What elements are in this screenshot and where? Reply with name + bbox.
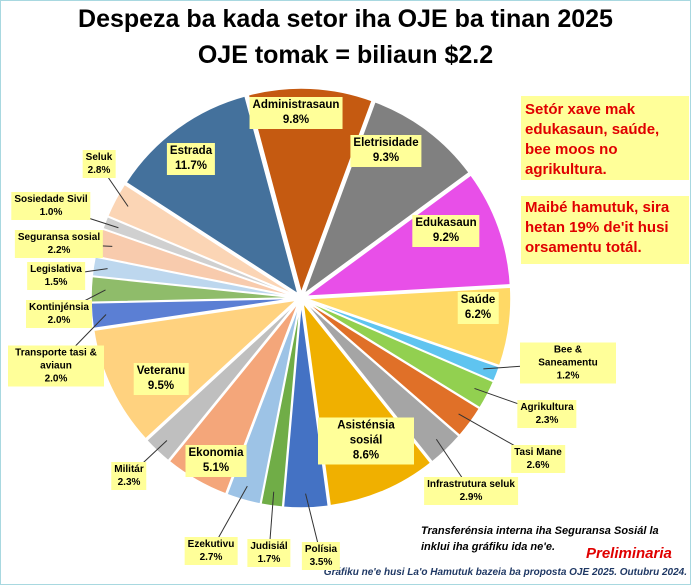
slice-label: Seguransa sosial 2.2% xyxy=(14,230,104,258)
slice-label: Veteranu 9.5% xyxy=(133,363,189,395)
slice-value: 2.7% xyxy=(199,552,223,563)
slice-label: Administrasaun 9.8% xyxy=(249,97,343,129)
pie-slice xyxy=(106,183,297,297)
slice-label: Estrada 11.7% xyxy=(166,143,216,175)
chart-title: Despeza ba kada setor iha OJE ba tinan 2… xyxy=(78,5,613,33)
chart-subtitle: OJE tomak = biliaun $2.2 xyxy=(197,41,494,69)
slice-label: Edukasaun 9.2% xyxy=(412,215,480,247)
slice-name: Tasi Mane xyxy=(514,447,562,458)
slice-label: Infrastrutura seluk 2.9% xyxy=(424,477,518,505)
slice-label: Militár 2.3% xyxy=(111,462,147,490)
slice-label: Legislativa 1.5% xyxy=(27,262,85,290)
slice-label: Tasi Mane 2.6% xyxy=(511,445,565,473)
slice-label: Transporte tasi & aviaun 2.0% xyxy=(8,345,104,387)
pie-slice xyxy=(303,173,512,298)
slice-value: 1.2% xyxy=(556,370,580,382)
slice-value: 2.3% xyxy=(117,477,141,488)
slice-value: 3.5% xyxy=(309,557,333,568)
slice-value: 11.7% xyxy=(175,160,207,172)
slice-name: Bee & Saneamentu xyxy=(538,344,598,369)
slice-name: Militár xyxy=(114,464,144,475)
slice-name: Infrastrutura seluk xyxy=(427,479,515,490)
slice-name: Edukasaun xyxy=(415,217,477,229)
slice-value: 1.7% xyxy=(257,554,281,565)
slice-name: Estrada xyxy=(169,145,213,157)
slice-name: Legislativa xyxy=(30,264,82,275)
pie-slice xyxy=(92,299,299,440)
slice-value: 2.0% xyxy=(44,373,68,385)
pie-slice xyxy=(282,302,330,509)
slice-value: 5.1% xyxy=(202,462,230,474)
slice-value: 9.2% xyxy=(432,232,460,244)
slice-label: Polísia 3.5% xyxy=(301,542,341,570)
note: Transferénsia interna iha Seguransa Sosi… xyxy=(421,525,659,553)
slice-value: 8.6% xyxy=(352,449,380,462)
slice-label: Bee & Saneamentu 1.2% xyxy=(520,342,616,384)
slice-value: 2.0% xyxy=(47,315,71,326)
pie-slice xyxy=(304,300,481,437)
pie-slice xyxy=(247,87,374,296)
slice-label: Sosiedade Sivil 1.0% xyxy=(11,192,91,220)
slice-label: Saúde 6.2% xyxy=(457,292,499,324)
slice-name: Seguransa sosial xyxy=(17,232,101,243)
slice-value: 2.6% xyxy=(526,460,550,471)
slice-label: Ezekutivu 2.7% xyxy=(184,537,238,565)
slice-name: Agrikultura xyxy=(520,402,574,413)
slice-value: 1.5% xyxy=(44,277,68,288)
slice-value: 2.3% xyxy=(535,415,559,426)
pie-slice xyxy=(145,301,299,462)
pie-slice xyxy=(303,301,461,463)
slice-name: Seluk xyxy=(85,152,113,163)
slice-value: 9.5% xyxy=(147,380,175,392)
slice-label: Kontinjénsia 2.0% xyxy=(25,300,93,328)
slice-label: Agrikultura 2.3% xyxy=(517,400,577,428)
slice-value: 2.8% xyxy=(87,165,111,176)
slice-name: Saúde xyxy=(460,294,496,306)
slice-name: Polísia xyxy=(304,544,338,555)
slice-name: Ekonomia xyxy=(188,447,244,459)
slice-name: Kontinjénsia xyxy=(28,302,90,313)
slice-value: 6.2% xyxy=(464,309,492,321)
slice-label: Eletrisidade 9.3% xyxy=(350,135,422,167)
slice-name: Sosiedade Sivil xyxy=(14,194,88,205)
slice-value: 1.0% xyxy=(39,207,63,218)
slice-value: 9.3% xyxy=(372,152,400,164)
slice-value: 2.2% xyxy=(47,245,71,256)
slice-label: Seluk 2.8% xyxy=(82,150,116,178)
source-note: Gráfiku ne'e husi La'o Hamutuk bazeia ba… xyxy=(323,567,687,578)
preliminary-note: Preliminaria xyxy=(586,545,672,562)
slice-name: Eletrisidade xyxy=(353,137,419,149)
slice-name: Asisténsia sosiál xyxy=(337,419,395,447)
annotation: Maibé hamutuk, sira hetan 19% de'it husi… xyxy=(521,196,689,264)
slice-label: Ekonomia 5.1% xyxy=(185,445,247,477)
pie-slice xyxy=(302,100,471,297)
slice-label: Asisténsia sosiál 8.6% xyxy=(318,417,414,465)
pie-slice xyxy=(305,299,495,409)
slice-value: 9.8% xyxy=(282,114,310,126)
slice-name: Ezekutivu xyxy=(187,539,235,550)
slice-name: Veteranu xyxy=(136,365,186,377)
slice-value: 2.9% xyxy=(459,492,483,503)
annotation: Setór xave mak edukasaun, saúde, bee moo… xyxy=(521,96,689,180)
slice-name: Administrasaun xyxy=(252,99,340,111)
slice-name: Judisiál xyxy=(250,541,288,552)
slice-label: Judisiál 1.7% xyxy=(247,539,291,567)
slice-name: Transporte tasi & aviaun xyxy=(15,347,97,372)
